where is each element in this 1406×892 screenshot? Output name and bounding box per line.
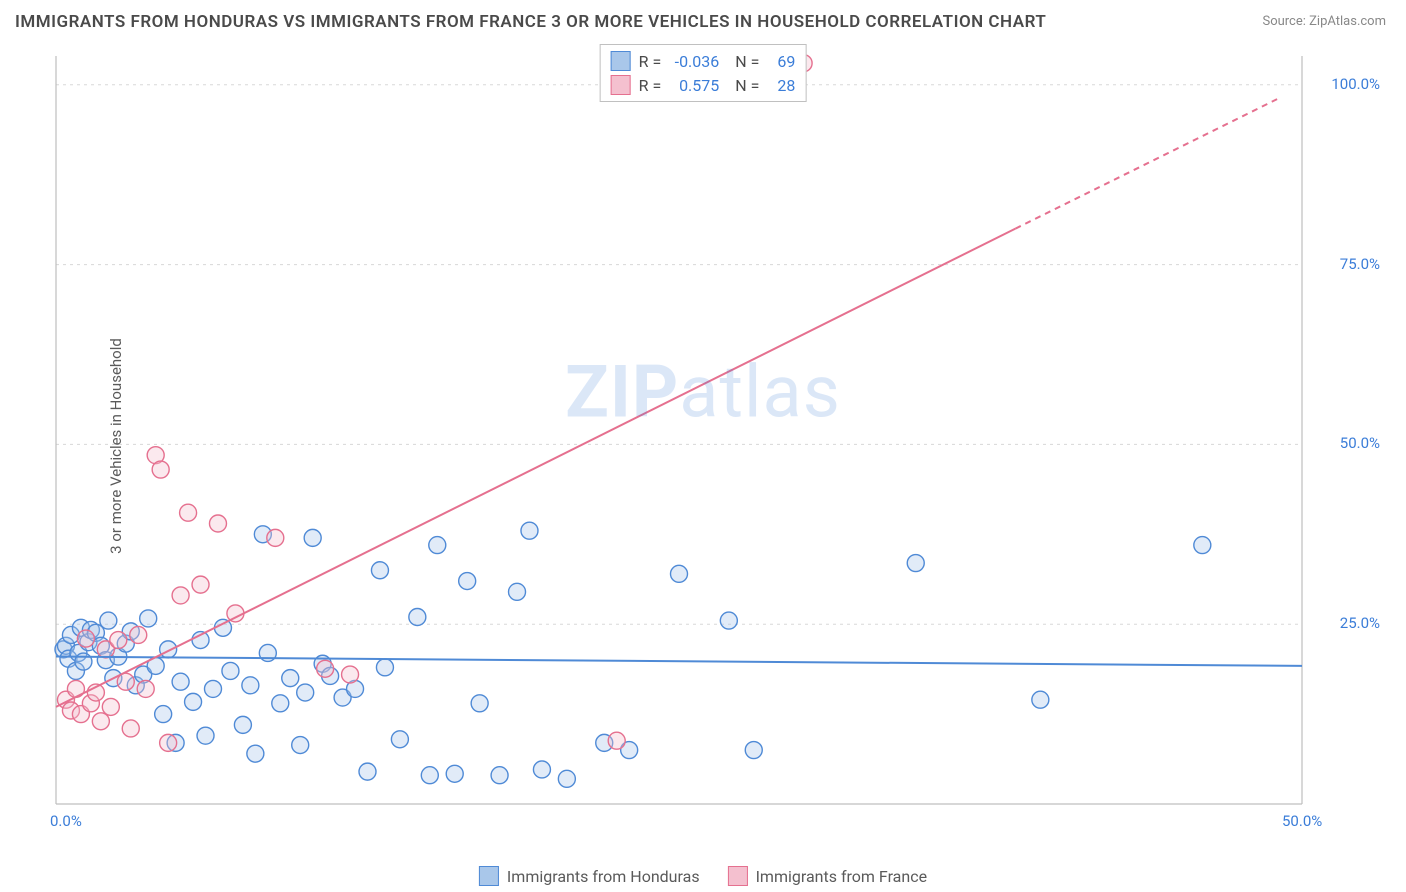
series-legend-label: Immigrants from France [756, 867, 928, 886]
y-tick-label: 100.0% [1331, 75, 1380, 93]
series-legend-item: Immigrants from France [728, 866, 928, 886]
n-value: 28 [767, 76, 795, 95]
r-value: -0.036 [669, 52, 719, 71]
r-label: R = [639, 52, 662, 71]
chart-title: IMMIGRANTS FROM HONDURAS VS IMMIGRANTS F… [15, 12, 1046, 32]
n-label: N = [727, 76, 759, 95]
legend-swatch [611, 51, 631, 71]
source-attribution: Source: ZipAtlas.com [1262, 14, 1386, 29]
stats-legend-row: R = 0.575 N = 28 [611, 73, 796, 97]
x-tick-label: 0.0% [50, 812, 82, 830]
x-tick-label: 50.0% [1282, 812, 1322, 830]
y-tick-label: 50.0% [1340, 434, 1380, 452]
legend-swatch [479, 866, 499, 886]
n-label: N = [727, 52, 759, 71]
legend-swatch [611, 75, 631, 95]
stats-legend-row: R = -0.036 N = 69 [611, 49, 796, 73]
series-legend-label: Immigrants from Honduras [507, 867, 700, 886]
series-legend-item: Immigrants from Honduras [479, 866, 700, 886]
scatter-plot [48, 44, 1386, 836]
stats-legend: R = -0.036 N = 69R = 0.575 N = 28 [600, 44, 807, 102]
n-value: 69 [767, 52, 795, 71]
r-value: 0.575 [669, 76, 719, 95]
r-label: R = [639, 76, 662, 95]
legend-swatch [728, 866, 748, 886]
series-legend: Immigrants from Honduras Immigrants from … [479, 866, 927, 886]
y-tick-label: 25.0% [1340, 614, 1380, 632]
y-tick-label: 75.0% [1340, 255, 1380, 273]
